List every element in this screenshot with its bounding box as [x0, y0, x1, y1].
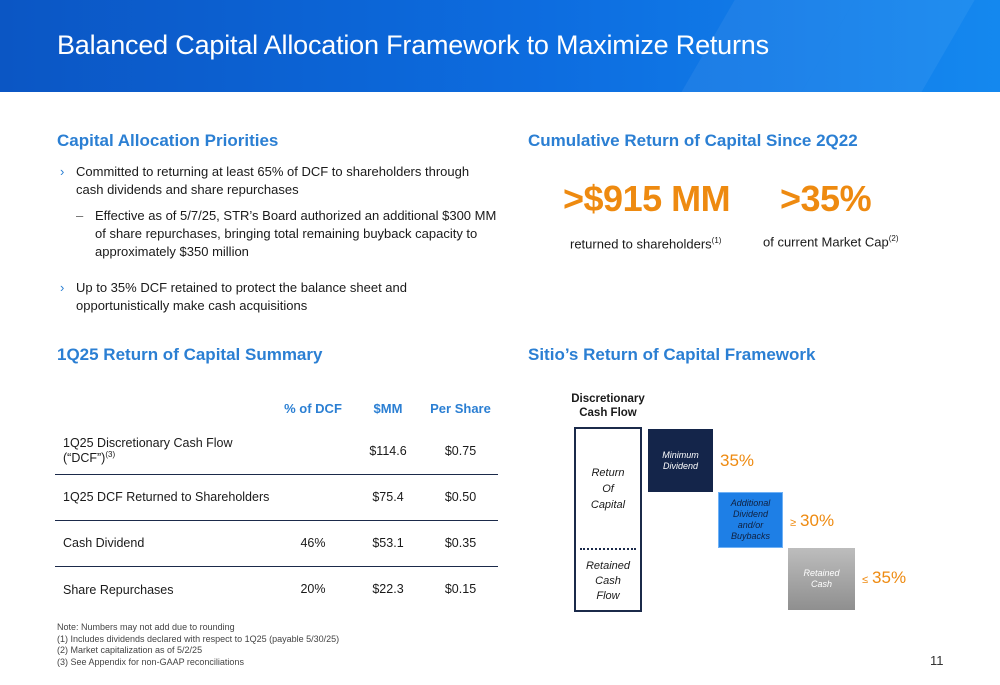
chevron-right-icon: › [60, 164, 65, 179]
footnote: (1) Includes dividends declared with res… [57, 633, 340, 644]
footnote: (2) Market capitalization as of 5/2/25 [57, 645, 203, 655]
priority-text: Committed to returning at least 65% of D… [76, 164, 470, 197]
retained-cash-flow-label: Retained Cash Flow [585, 560, 631, 602]
priority-text: Up to 35% DCF retained to protect the ba… [76, 280, 407, 313]
additional-dividend-box: Additional Dividend and/or Buybacks [718, 492, 783, 548]
cumulative-amount-label: returned to shareholders(1) [570, 236, 722, 252]
column-header: % of DCF [284, 400, 342, 416]
additional-dividend-percent: ≥30% [790, 511, 835, 530]
table-row: Share Repurchases 20% $22.3 $0.15 [55, 566, 498, 612]
row-label: Share Repurchases [63, 582, 174, 597]
row-pct: 46% [273, 520, 353, 567]
footnotes: Note: Numbers may not add due to roundin… [57, 622, 339, 668]
column-header: Per Share [430, 400, 491, 416]
framework-title: Sitio’s Return of Capital Framework [528, 345, 816, 364]
title-banner: Balanced Capital Allocation Framework to… [0, 0, 1000, 92]
framework-column-heading: Discretionary Cash Flow [571, 393, 645, 419]
column-header [55, 388, 273, 428]
row-label: 1Q25 Discretionary Cash Flow (“DCF”)(3) [55, 428, 273, 475]
priority-bullet: › Up to 35% DCF retained to protect the … [60, 279, 500, 315]
cumulative-percent: >35% [780, 178, 872, 219]
row-mm: $22.3 [372, 582, 404, 597]
retained-cash-percent: ≤35% [862, 568, 907, 587]
row-per-share: $0.50 [423, 474, 498, 521]
row-pct [273, 474, 353, 521]
minimum-dividend-box: Minimum Dividend [648, 429, 713, 492]
page-number: 11 [930, 653, 944, 668]
cumulative-amount: >$915 MM [563, 178, 731, 219]
row-pct [273, 428, 353, 475]
table-header-row: % of DCF $MM Per Share [55, 388, 498, 428]
priority-sub-bullet: – Effective as of 5/7/25, STR’s Board au… [60, 207, 500, 261]
dcf-column: Return Of Capital Retained Cash Flow [574, 427, 642, 612]
footnote: (3) See Appendix for non-GAAP reconcilia… [57, 656, 244, 667]
row-label: Cash Dividend [55, 520, 273, 567]
cumulative-title: Cumulative Return of Capital Since 2Q22 [528, 131, 858, 150]
row-mm: $75.4 [353, 474, 423, 521]
page-title: Balanced Capital Allocation Framework to… [57, 30, 769, 60]
row-mm: $114.6 [353, 428, 423, 475]
row-per-share: $0.15 [444, 582, 477, 597]
minimum-dividend-percent: 35% [720, 451, 755, 470]
footnote: Note: Numbers may not add due to roundin… [57, 622, 235, 632]
chevron-right-icon: › [60, 280, 65, 295]
table-row: Cash Dividend 46% $53.1 $0.35 [55, 520, 498, 567]
row-pct: 20% [300, 582, 326, 597]
row-label: 1Q25 DCF Returned to Shareholders [55, 474, 273, 521]
retained-cash-box: Retained Cash [788, 548, 855, 610]
summary-table: % of DCF $MM Per Share 1Q25 Discretionar… [55, 388, 498, 612]
table-row: 1Q25 Discretionary Cash Flow (“DCF”)(3) … [55, 428, 498, 475]
dotted-divider [580, 548, 636, 550]
priority-bullet: › Committed to returning at least 65% of… [60, 163, 500, 199]
row-mm: $53.1 [353, 520, 423, 567]
dash-icon: – [76, 208, 84, 223]
priorities-list: › Committed to returning at least 65% of… [60, 163, 500, 315]
return-of-capital-label: Return Of Capital [590, 467, 626, 511]
summary-title: 1Q25 Return of Capital Summary [57, 345, 323, 364]
column-header: $MM [373, 400, 403, 416]
cumulative-percent-label: of current Market Cap(2) [763, 234, 899, 250]
table-row: 1Q25 DCF Returned to Shareholders $75.4 … [55, 474, 498, 521]
row-per-share: $0.75 [423, 428, 498, 475]
row-per-share: $0.35 [423, 520, 498, 567]
priority-sub-text: Effective as of 5/7/25, STR’s Board auth… [95, 208, 497, 259]
priorities-title: Capital Allocation Priorities [57, 131, 279, 150]
